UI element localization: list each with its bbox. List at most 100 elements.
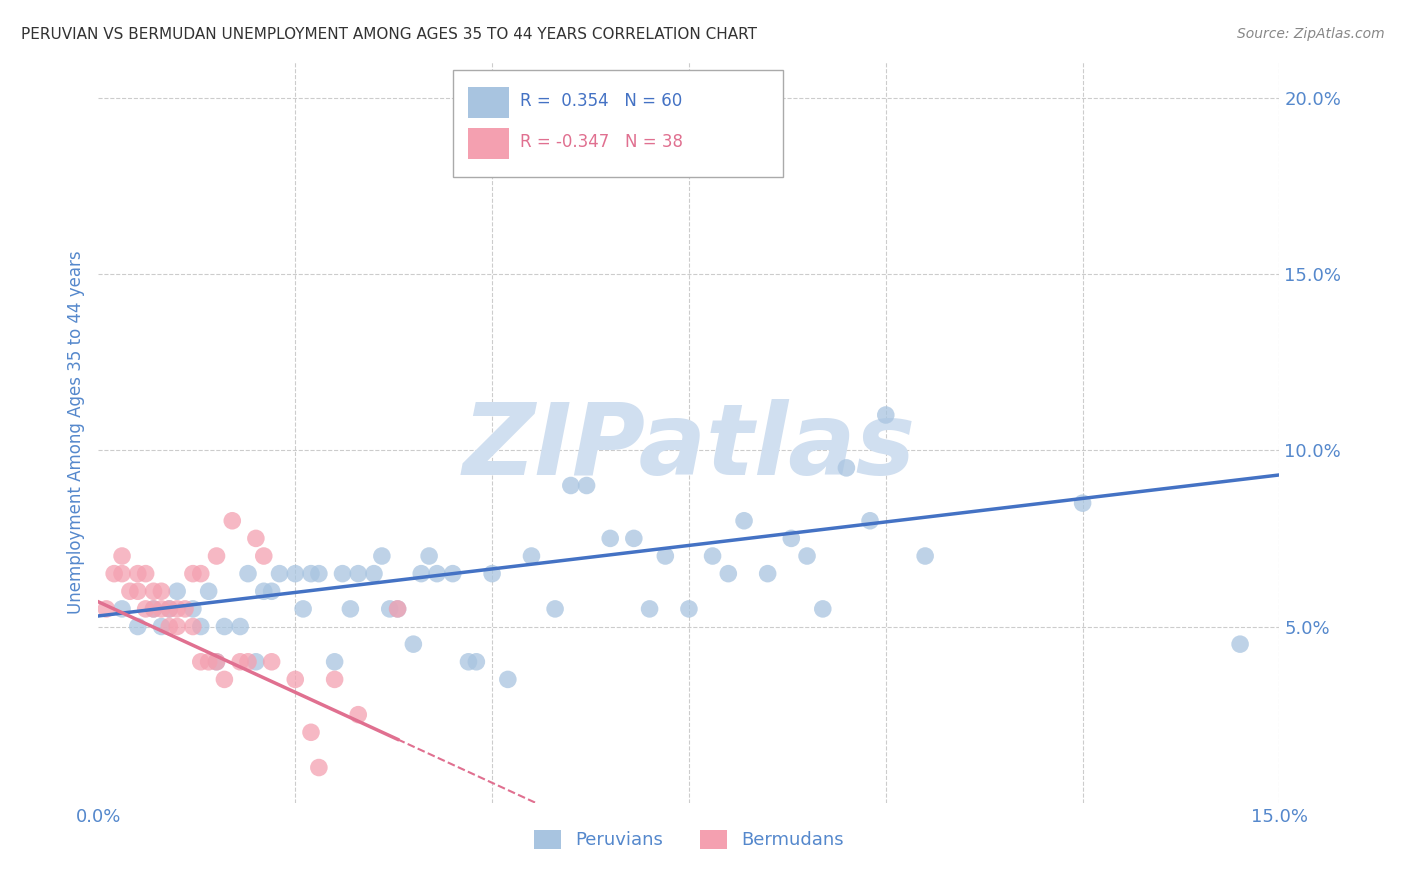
Point [780,532,803,546]
Point [229,655,252,669]
Point [190,655,212,669]
Point [914,549,936,563]
Point [197,655,219,669]
Point [1229,637,1251,651]
Bar [468,87,509,118]
Point [457,655,479,669]
Point [875,408,897,422]
Point [142,602,165,616]
Point [236,655,259,669]
Point [387,602,409,616]
Point [190,619,212,633]
Point [181,602,204,616]
Point [332,566,354,581]
Text: Source: ZipAtlas.com: Source: ZipAtlas.com [1237,27,1385,41]
Point [811,602,834,616]
Point [371,549,394,563]
Point [835,461,858,475]
Point [96,602,118,616]
Point [103,566,125,581]
Point [166,602,188,616]
FancyBboxPatch shape [453,70,783,178]
Point [599,532,621,546]
Point [197,584,219,599]
Point [127,584,149,599]
Point [221,514,243,528]
Point [205,549,228,563]
Point [623,532,645,546]
Point [575,478,598,492]
Point [323,673,346,687]
Point [174,602,197,616]
Point [229,619,252,633]
Point [127,566,149,581]
Point [796,549,818,563]
Point [284,673,307,687]
Point [308,760,330,774]
Point [260,655,283,669]
Point [127,619,149,633]
Text: R = -0.347   N = 38: R = -0.347 N = 38 [520,133,683,151]
Point [166,619,188,633]
Point [859,514,882,528]
Point [111,549,134,563]
Point [560,478,582,492]
Point [465,655,488,669]
Point [654,549,676,563]
Point [157,602,180,616]
Point [214,673,236,687]
Point [702,549,724,563]
Point [426,566,449,581]
Point [181,619,204,633]
Point [678,602,700,616]
Point [733,514,755,528]
Point [496,673,519,687]
Point [363,566,385,581]
Point [299,566,322,581]
Point [181,566,204,581]
Point [269,566,291,581]
Point [236,566,259,581]
Point [347,707,370,722]
Point [135,602,157,616]
Point [111,566,134,581]
Text: ZIPatlas: ZIPatlas [463,399,915,496]
Point [135,566,157,581]
Point [323,655,346,669]
Point [190,566,212,581]
Point [717,566,740,581]
Point [292,602,315,616]
Point [339,602,361,616]
Point [481,566,503,581]
Point [150,602,173,616]
Point [418,549,440,563]
Point [544,602,567,616]
Point [111,602,134,616]
Point [214,619,236,633]
Point [157,619,180,633]
Point [150,584,173,599]
Point [441,566,464,581]
Point [245,532,267,546]
Point [284,566,307,581]
Point [205,655,228,669]
Point [205,655,228,669]
Point [308,566,330,581]
Point [253,549,276,563]
Point [166,584,188,599]
Point [142,602,165,616]
Bar [468,128,509,159]
Point [1071,496,1094,510]
Text: PERUVIAN VS BERMUDAN UNEMPLOYMENT AMONG AGES 35 TO 44 YEARS CORRELATION CHART: PERUVIAN VS BERMUDAN UNEMPLOYMENT AMONG … [21,27,756,42]
Point [253,584,276,599]
Point [402,637,425,651]
Point [411,566,433,581]
Y-axis label: Unemployment Among Ages 35 to 44 years: Unemployment Among Ages 35 to 44 years [66,251,84,615]
Point [638,602,661,616]
Point [245,655,267,669]
Point [142,584,165,599]
Point [118,584,141,599]
Point [387,602,409,616]
Point [150,619,173,633]
Legend: Peruvians, Bermudans: Peruvians, Bermudans [527,823,851,856]
